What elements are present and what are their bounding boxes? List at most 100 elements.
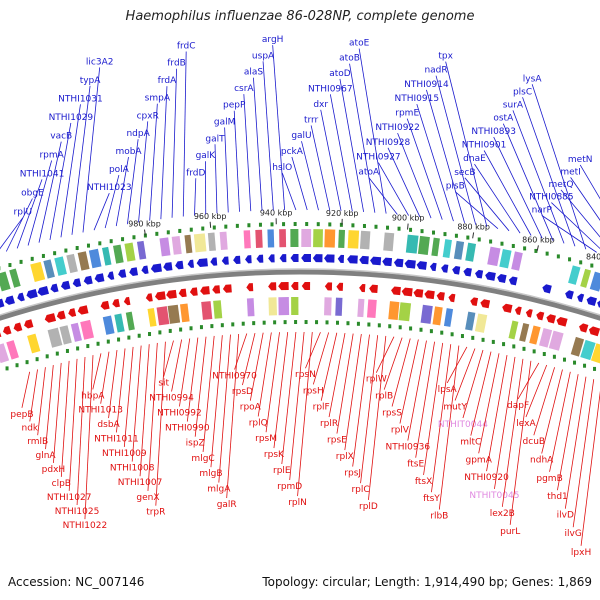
reverse-leader-line xyxy=(564,376,587,509)
reverse-gene-arrow xyxy=(448,293,456,303)
reverse-leader-line xyxy=(163,340,174,377)
reverse-cog-block xyxy=(529,325,541,345)
reverse-gene-label: mlgC xyxy=(191,454,214,464)
reverse-leader-line xyxy=(517,362,540,400)
reverse-gene-arrow xyxy=(502,303,513,313)
reverse-leader-line xyxy=(431,344,452,493)
ring-marker xyxy=(45,354,49,359)
reverse-gene-label: NTHIT0044 xyxy=(438,420,488,430)
ring-marker xyxy=(262,320,266,325)
reverse-gene-label: rplN xyxy=(288,498,307,508)
reverse-cog-block xyxy=(432,306,443,326)
ring-marker xyxy=(579,260,583,265)
forward-gene-arrow xyxy=(359,255,369,265)
reverse-gene-label: rplF xyxy=(313,403,330,413)
ring-marker xyxy=(573,360,577,365)
axis-tick-label: 980 kbp xyxy=(128,220,161,229)
reverse-gene-arrow xyxy=(68,308,77,317)
reverse-cog-block xyxy=(335,297,343,316)
forward-gene-label: rpmA xyxy=(39,150,64,160)
forward-cog-block xyxy=(9,268,21,288)
ring-marker xyxy=(481,337,485,342)
forward-cog-block xyxy=(0,271,11,292)
reverse-cog-block xyxy=(474,313,488,333)
forward-gene-arrow xyxy=(150,263,162,273)
forward-gene-arrow xyxy=(347,255,358,264)
reverse-leader-line xyxy=(242,332,256,386)
ring-marker xyxy=(189,326,193,331)
forward-gene-arrow xyxy=(441,264,449,273)
ring-marker xyxy=(137,333,141,338)
reverse-leader-line xyxy=(289,331,305,481)
reverse-leader-line xyxy=(281,331,297,465)
forward-cog-block xyxy=(136,240,147,260)
forward-gene-label: surA xyxy=(503,100,524,110)
reverse-leader-line xyxy=(171,339,183,392)
reverse-gene-label: rplW xyxy=(366,375,387,385)
forward-gene-arrow xyxy=(72,278,82,288)
forward-cog-block xyxy=(589,271,600,292)
ring-marker xyxy=(75,246,79,251)
forward-gene-label: rpmE xyxy=(395,109,419,119)
ring-marker xyxy=(568,257,572,262)
forward-gene-label: lysA xyxy=(523,74,543,84)
forward-gene-label: NTHI0967 xyxy=(308,84,353,94)
reverse-gene-arrow xyxy=(556,316,568,327)
forward-cog-block xyxy=(405,234,419,254)
forward-cog-block xyxy=(207,232,216,252)
forward-gene-label: NTHI0915 xyxy=(395,94,440,104)
forward-leader-line xyxy=(60,104,81,238)
forward-leader-line xyxy=(194,178,197,216)
accession-label: Accession: NC_007146 xyxy=(8,575,145,589)
forward-leader-line xyxy=(27,160,53,246)
forward-cog-block xyxy=(159,237,171,257)
backbone-arc xyxy=(0,269,600,321)
ring-marker xyxy=(65,348,69,353)
forward-leader-line xyxy=(5,198,33,252)
reverse-gene-label: rplX xyxy=(336,452,354,462)
reverse-leader-line xyxy=(399,339,419,424)
forward-gene-arrow xyxy=(0,298,5,309)
ring-marker xyxy=(41,253,45,258)
forward-gene-label: NTHI1031 xyxy=(58,94,103,104)
forward-leader-line xyxy=(329,94,353,212)
ring-marker xyxy=(35,357,39,362)
forward-leader-line xyxy=(368,177,398,215)
reverse-leader-line xyxy=(273,332,289,449)
forward-cog-block xyxy=(255,229,263,248)
reverse-gene-label: NTHI0992 xyxy=(157,409,202,419)
forward-gene-label: frdD xyxy=(186,168,205,178)
reverse-gene-arrow xyxy=(391,286,401,296)
reverse-gene-label: dsbA xyxy=(97,420,120,430)
reverse-leader-line xyxy=(352,334,370,467)
reverse-leader-line xyxy=(454,348,476,401)
forward-leader-line xyxy=(38,141,62,243)
reverse-gene-arrow xyxy=(369,284,378,294)
forward-gene-arrow xyxy=(586,296,597,307)
reverse-leader-line xyxy=(226,333,240,499)
reverse-leader-line xyxy=(179,338,191,407)
ring-marker xyxy=(562,357,566,362)
reverse-gene-label: rpoA xyxy=(240,403,262,413)
forward-leader-line xyxy=(464,177,510,232)
axis-tick-label: 940 kbp xyxy=(260,208,293,217)
reverse-gene-arrow xyxy=(301,282,311,291)
reverse-gene-label: rplC xyxy=(351,485,369,495)
ring-marker xyxy=(583,363,587,368)
ring-marker xyxy=(178,228,182,233)
forward-gene-label: argH xyxy=(262,35,284,45)
reverse-leader-line xyxy=(344,333,362,451)
ring-marker xyxy=(419,327,423,332)
reverse-gene-label: mlgA xyxy=(207,485,231,495)
reverse-gene-arrow xyxy=(24,319,34,329)
forward-leader-line xyxy=(272,45,286,211)
forward-leader-line xyxy=(541,215,597,253)
reverse-leader-line xyxy=(509,360,532,525)
reverse-gene-label: lexA xyxy=(516,419,536,429)
reverse-gene-label: rlbB xyxy=(430,512,448,522)
reverse-gene-arrow xyxy=(77,305,89,315)
ring-marker xyxy=(15,363,19,368)
forward-leader-line xyxy=(406,118,443,220)
forward-gene-label: NTHI0922 xyxy=(375,123,420,133)
reverse-gene-arrow xyxy=(0,328,2,339)
